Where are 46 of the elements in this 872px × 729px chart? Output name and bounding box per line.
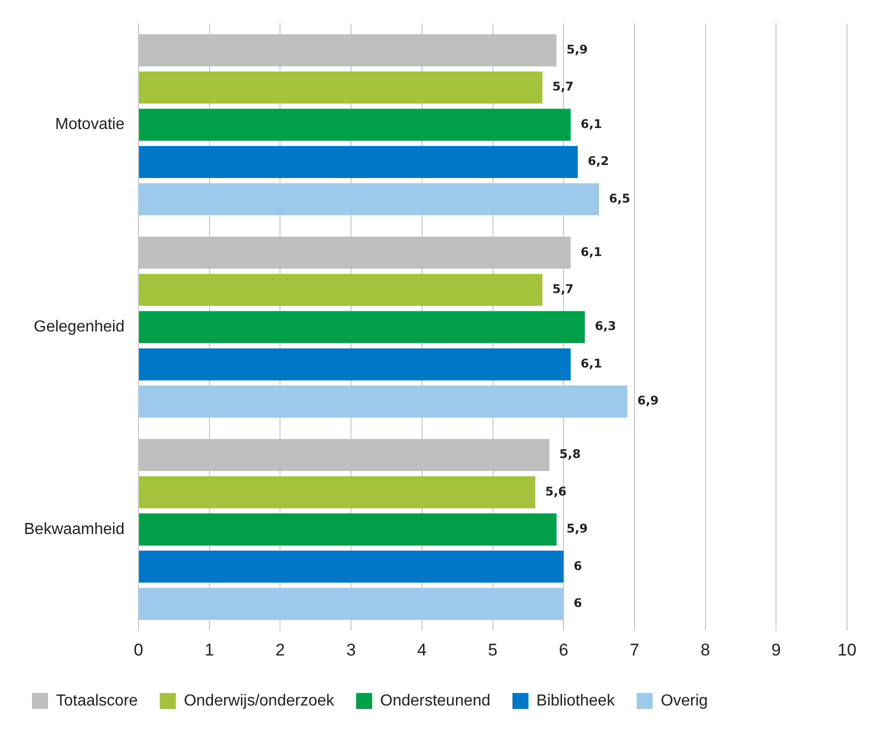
bar	[139, 476, 536, 508]
legend-label: Totaalscore	[56, 692, 138, 710]
x-tick-label: 3	[346, 640, 356, 660]
legend-label: Bibliotheek	[536, 692, 616, 710]
bar	[139, 311, 585, 344]
data-label: 6,1	[580, 356, 602, 370]
legend-label: Ondersteunend	[380, 692, 490, 710]
bar	[139, 146, 578, 178]
data-label: 6,1	[580, 244, 602, 259]
data-label: 5,9	[566, 522, 588, 536]
data-label: 6,5	[609, 191, 630, 206]
x-tick-label: 8	[700, 640, 710, 660]
bar	[139, 274, 542, 306]
data-label: 6,2	[588, 154, 610, 168]
data-label: 6,1	[580, 116, 602, 131]
x-tick-label: 1	[204, 640, 214, 660]
bar	[139, 588, 564, 620]
x-tick-label: 6	[558, 640, 568, 660]
y-tick-label: Motovatie	[55, 116, 125, 134]
bar	[139, 348, 571, 380]
data-label: 6,9	[637, 394, 659, 408]
data-label: 5,7	[552, 80, 574, 94]
x-tick-label: 2	[275, 640, 285, 660]
y-tick-label: Gelegenheid	[34, 318, 124, 336]
bar	[139, 183, 600, 216]
x-tick-label: 9	[771, 640, 781, 660]
x-tick-label: 4	[417, 640, 427, 660]
legend-label: Overig	[660, 692, 708, 710]
bar	[139, 550, 564, 583]
bar	[139, 108, 571, 141]
legend-label: Onderwijs/onderzoek	[184, 692, 336, 710]
x-tick-label: 0	[134, 640, 144, 660]
data-label: 5,9	[566, 42, 588, 56]
data-label: 5,8	[559, 447, 581, 462]
data-label: 5,7	[552, 282, 574, 296]
x-tick-label: 10	[838, 640, 856, 660]
data-label: 5,6	[545, 484, 567, 498]
data-label: 6	[574, 596, 582, 610]
bar	[139, 386, 628, 418]
data-label: 6,3	[594, 319, 616, 334]
y-tick-label: Bekwaamheid	[24, 520, 124, 538]
data-label: 6	[574, 558, 582, 573]
bar	[139, 513, 557, 546]
bar	[139, 72, 542, 104]
x-tick-label: 7	[630, 640, 640, 660]
x-tick-label: 5	[488, 640, 498, 660]
